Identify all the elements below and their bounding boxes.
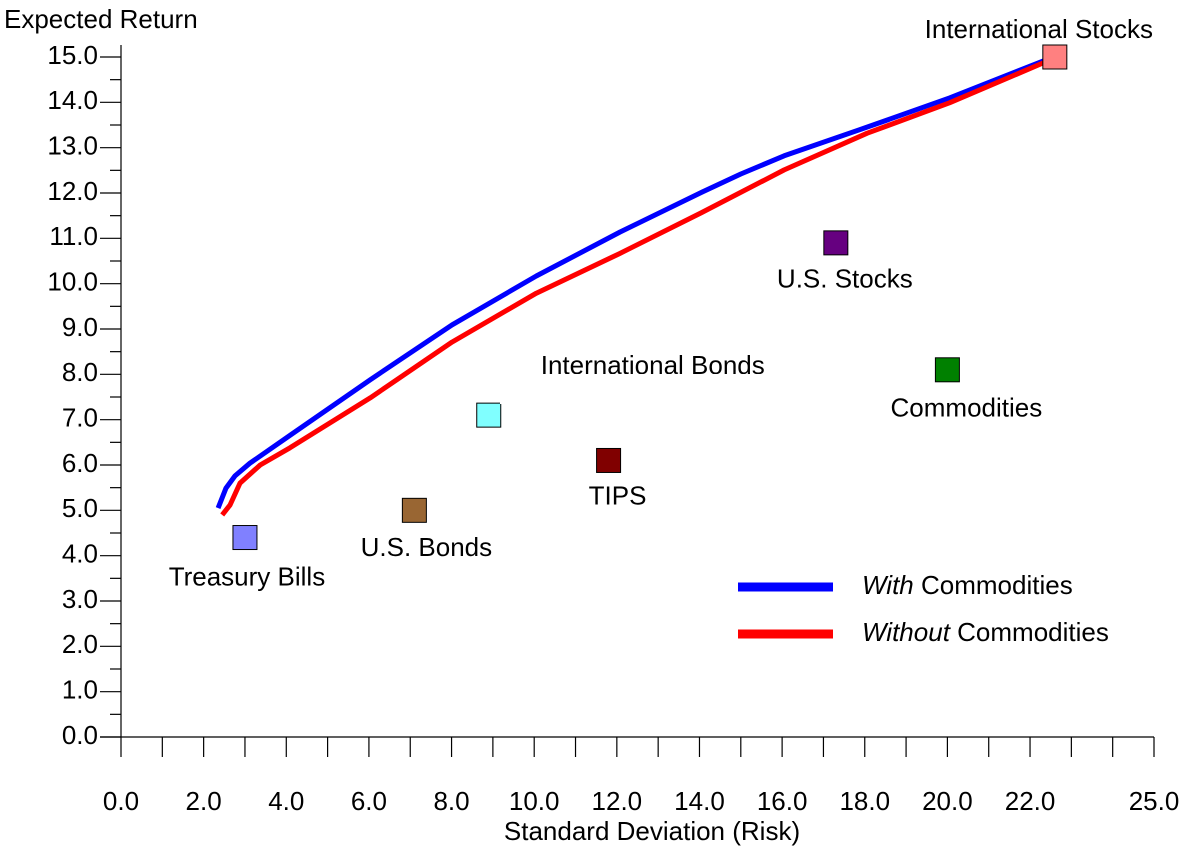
y-tick-label: 1.0: [62, 675, 98, 705]
asset-label: TIPS: [589, 480, 647, 510]
asset-label: U.S. Bonds: [361, 532, 493, 562]
x-tick-label: 2.0: [186, 786, 222, 816]
asset-point: [1042, 44, 1068, 70]
x-tick-label: 4.0: [268, 786, 304, 816]
asset-point: [232, 525, 258, 551]
y-tick-label: 3.0: [62, 584, 98, 614]
legend-label: Without Commodities: [862, 617, 1109, 647]
asset-label: Commodities: [891, 393, 1043, 423]
y-tick-label: 7.0: [62, 403, 98, 433]
y-tick-label: 14.0: [47, 85, 98, 115]
label-mask: [500, 374, 800, 404]
asset-point: [401, 497, 427, 523]
x-axis-title: Standard Deviation (Risk): [504, 816, 800, 846]
y-tick-label: 11.0: [49, 221, 98, 251]
y-tick-label: 10.0: [47, 267, 98, 297]
x-tick-label: 22.0: [1005, 786, 1056, 816]
y-tick-label: 15.0: [47, 40, 98, 70]
asset-label: U.S. Stocks: [777, 264, 913, 294]
legend-label: With Commodities: [862, 570, 1073, 600]
x-tick-label: 18.0: [839, 786, 890, 816]
y-tick-label: 13.0: [47, 131, 98, 161]
asset-point: [934, 357, 960, 383]
y-tick-label: 12.0: [47, 176, 98, 206]
y-tick-label: 4.0: [62, 539, 98, 569]
asset-point: [823, 230, 849, 256]
asset-label: Treasury Bills: [169, 561, 326, 591]
x-tick-label: 14.0: [674, 786, 725, 816]
frontier-line: [215, 57, 1047, 510]
x-tick-label: 12.0: [592, 786, 643, 816]
x-tick-label: 25.0: [1129, 786, 1180, 816]
y-tick-label: 0.0: [62, 720, 98, 750]
y-tick-label: 5.0: [62, 493, 98, 523]
x-tick-label: 8.0: [433, 786, 469, 816]
y-tick-label: 8.0: [62, 357, 98, 387]
x-tick-label: 16.0: [757, 786, 808, 816]
x-tick-label: 0.0: [103, 786, 139, 816]
frontier-line: [220, 59, 1047, 517]
y-axis-title: Expected Return: [4, 4, 198, 34]
asset-point: [476, 402, 502, 428]
y-tick-label: 6.0: [62, 448, 98, 478]
x-tick-label: 6.0: [351, 786, 387, 816]
asset-label: International Stocks: [925, 14, 1153, 44]
y-tick-label: 2.0: [62, 629, 98, 659]
asset-point: [596, 447, 622, 473]
x-tick-label: 10.0: [509, 786, 560, 816]
y-tick-label: 9.0: [62, 312, 98, 342]
x-tick-label: 20.0: [922, 786, 973, 816]
